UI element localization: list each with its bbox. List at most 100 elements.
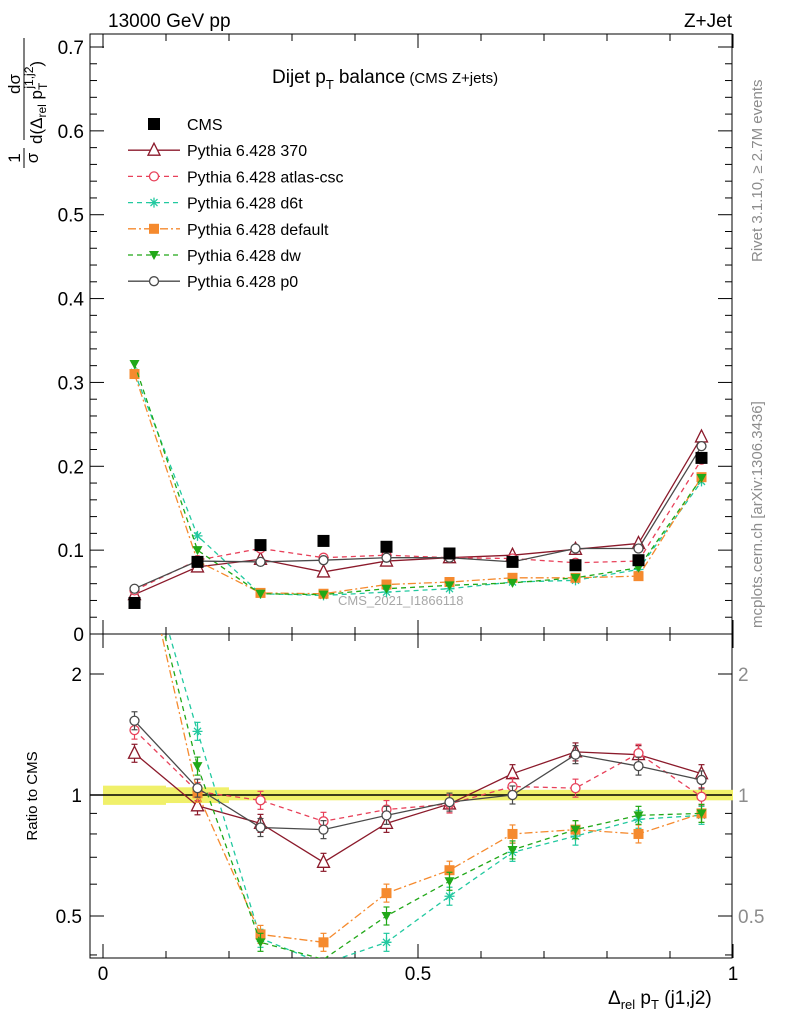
main-y-tick-label: 0.5 [58,206,84,227]
marker-square [569,559,582,572]
marker-triangle [127,744,142,759]
marker-square [632,554,645,567]
marker-circle [318,824,329,835]
ratio-y-ticks: 0.5 0.5 1 1 2 2 [56,665,764,956]
series-line [134,445,703,590]
marker-square [380,540,393,553]
ratio-line [163,634,702,958]
series-line [134,436,703,596]
header-left: 13000 GeV pp [108,11,231,32]
marker-triangle-down [444,877,455,887]
ylabel-sigma: σ [23,152,42,163]
main-x-ticks [102,34,734,634]
ratio-line [134,751,702,864]
analysis-watermark: CMS_2021_I1866118 [338,593,464,608]
marker-circle [192,783,203,794]
marker-circle [507,789,518,801]
marker-triangle-down [507,578,518,588]
marker-triangle [694,428,709,443]
marker-triangle-down [696,809,707,819]
marker-triangle-down [192,762,203,772]
marker-triangle-down [129,359,140,369]
marker-circle [255,556,266,568]
marker-triangle-down [192,546,203,556]
marker-triangle-down [255,938,266,948]
marker-circle [633,543,644,554]
marker-star [149,197,159,208]
marker-circle [148,171,160,182]
series-line [133,372,703,597]
marker-star [192,530,203,541]
marker-triangle-down [444,581,455,591]
ratio-line [134,729,702,822]
marker-triangle-down [149,251,159,260]
ratio-band [90,785,733,805]
marker-square [381,888,392,899]
marker-square [381,579,392,590]
marker-square [148,118,160,130]
series-line [133,363,703,596]
marker-triangle-down [696,474,707,484]
marker-circle [570,543,581,554]
marker-triangle [316,563,331,578]
ratio-x-ticks: 0 0.5 1 [98,634,738,985]
main-series [127,359,709,609]
ylabel-dsigma: dσ [5,74,24,94]
legend-label: Pythia 6.428 dw [187,248,301,265]
marker-circle [129,715,140,726]
series-line [134,459,703,591]
series-line [133,373,703,595]
rivet-label: Rivet 3.1.10, ≥ 2.7M events [749,80,766,263]
marker-square [443,547,456,560]
marker-square [507,572,518,583]
marker-circle [696,791,707,802]
marker-triangle-down [381,584,392,594]
marker-circle [633,760,644,772]
legend-label: Pythia 6.428 370 [187,143,307,160]
marker-circle [633,748,644,759]
ratio-y-label: Ratio to CMS [24,751,41,840]
marker-square [129,369,140,380]
marker-triangle-down [255,589,266,599]
ratio-line [160,634,702,944]
main-y-tick-label: 0.6 [58,122,84,143]
main-y-tick-label: 0.2 [58,457,84,478]
marker-circle [381,810,392,821]
marker-circle [696,441,707,452]
ratio-y-tick-label: 0.5 [56,907,82,928]
ratio-line [134,720,702,831]
marker-square [317,534,330,547]
marker-star [444,891,455,902]
marker-square [633,828,644,839]
marker-triangle-down [633,811,644,821]
marker-circle [255,795,266,806]
marker-circle [148,276,160,287]
main-y-tick-label: 0.7 [58,38,84,59]
header-right: Z+Jet [684,11,733,32]
marker-square [191,555,204,568]
marker-square [444,865,455,876]
legend-label: CMS [187,117,223,134]
marker-triangle-down [507,845,518,855]
marker-square [506,555,519,568]
marker-square [507,828,518,839]
marker-square [633,571,644,582]
marker-triangle-down [570,825,581,835]
chart-title: Dijet pT balance (CMS Z+jets) [272,67,498,92]
marker-circle [570,783,581,794]
legend: CMS Pythia 6.428 370 Pythia 6.428 atlas-cs… [128,117,344,291]
marker-triangle-down [381,912,392,921]
marker-square [318,937,329,948]
marker-triangle-down [318,590,329,600]
ylabel-one: 1 [5,153,24,162]
mcplots-label: mcplots.cern.ch [arXiv:1306.3436] [749,401,766,628]
legend-label: Pythia 6.428 d6t [187,196,303,213]
marker-circle [318,555,329,566]
x-tick-label: 0.5 [405,964,431,985]
main-y-tick-label: 0.4 [58,290,85,311]
marker-circle [444,796,455,808]
marker-square [149,223,159,234]
main-y-tick-label: 0 [73,625,84,646]
ratio-y-tick-label-right: 2 [738,665,749,686]
